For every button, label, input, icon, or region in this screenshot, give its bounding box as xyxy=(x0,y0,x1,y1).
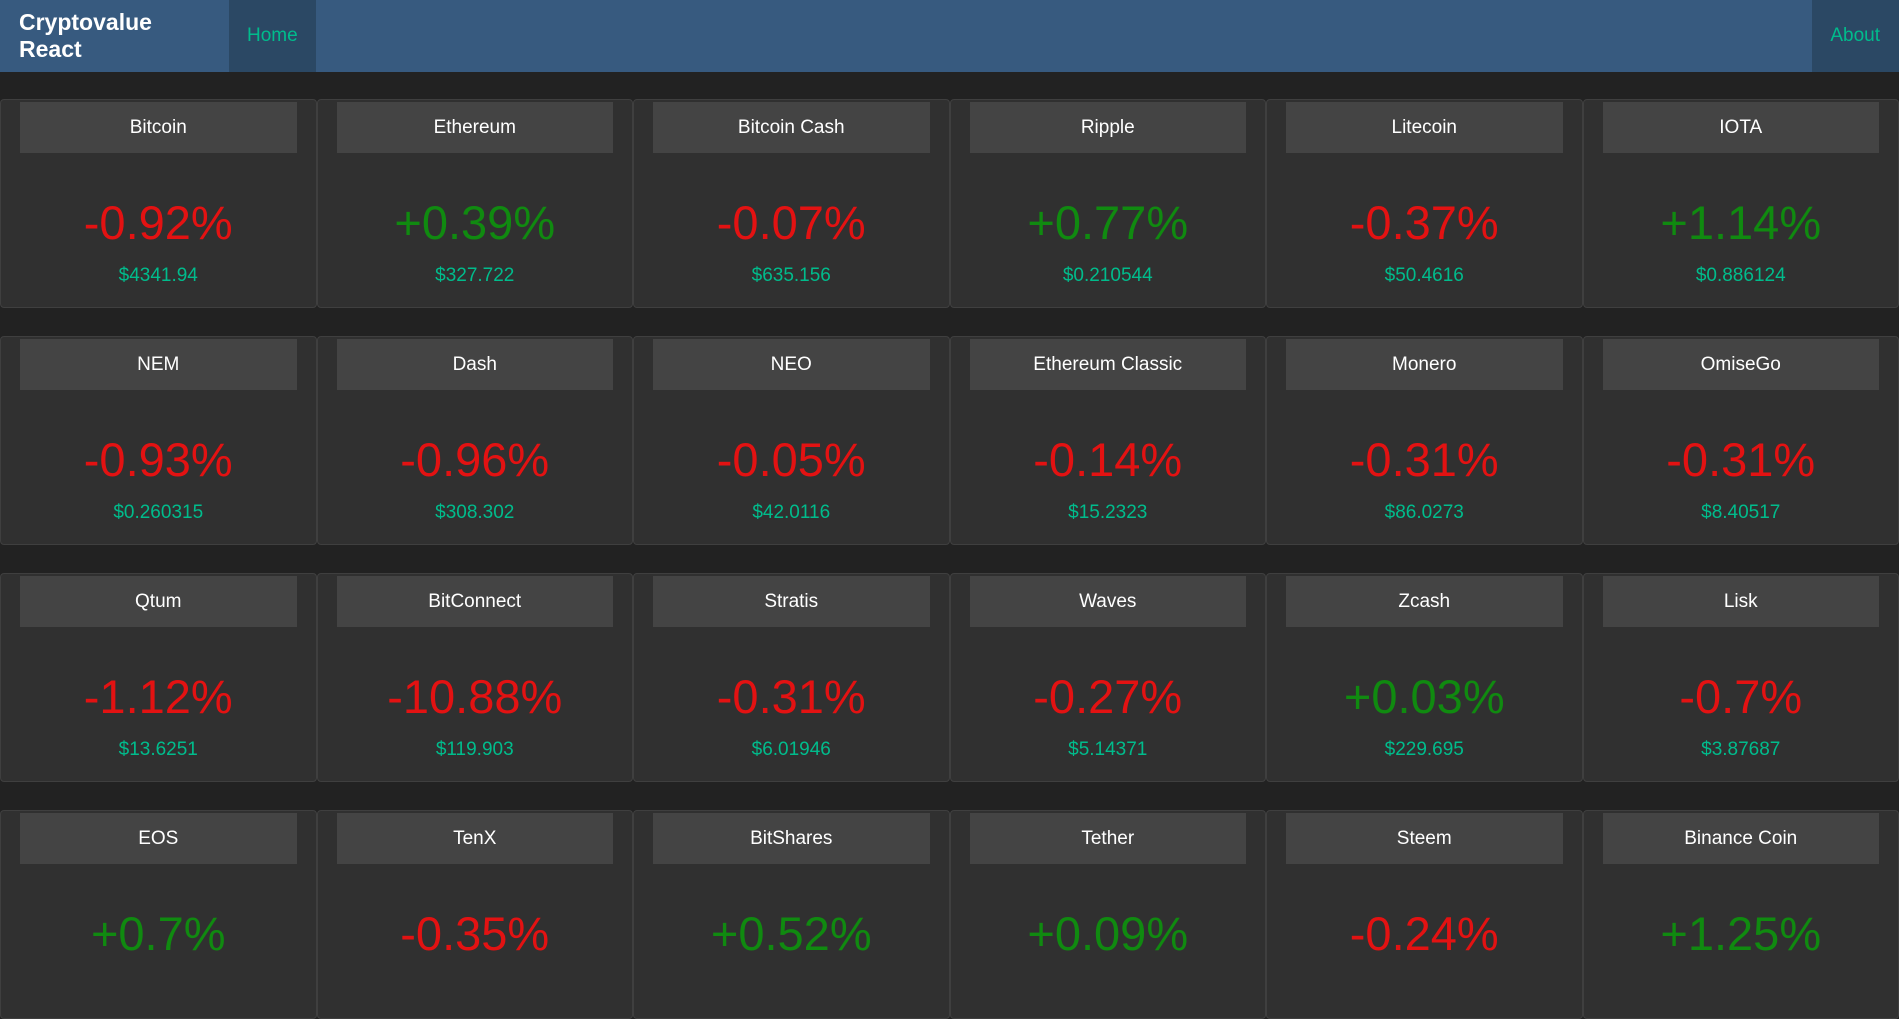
coin-name: Waves xyxy=(970,576,1247,627)
coin-change-percent: +0.09% xyxy=(951,908,1266,960)
coin-change-percent: -0.07% xyxy=(634,197,949,249)
coin-card[interactable]: Steem -0.24% xyxy=(1266,810,1583,1019)
coin-name: NEM xyxy=(20,339,297,390)
coin-change-percent: +0.77% xyxy=(951,197,1266,249)
coin-name: NEO xyxy=(653,339,930,390)
coin-price: $6.01946 xyxy=(634,739,949,761)
coin-card[interactable]: Monero -0.31% $86.0273 xyxy=(1266,336,1583,545)
nav-about-link[interactable]: About xyxy=(1812,0,1899,72)
coin-name: Lisk xyxy=(1603,576,1880,627)
coin-card[interactable]: Qtum -1.12% $13.6251 xyxy=(0,573,317,782)
coin-name: BitShares xyxy=(653,813,930,864)
coin-name: Ethereum Classic xyxy=(970,339,1247,390)
coin-card[interactable]: NEO -0.05% $42.0116 xyxy=(633,336,950,545)
nav-home-link[interactable]: Home xyxy=(229,0,316,72)
coin-card[interactable]: Tether +0.09% xyxy=(950,810,1267,1019)
coin-name: EOS xyxy=(20,813,297,864)
coin-change-percent: -0.37% xyxy=(1267,197,1582,249)
navbar: Cryptovalue React Home About xyxy=(0,0,1899,72)
coin-change-percent: -0.31% xyxy=(1584,434,1899,486)
coin-change-percent: +0.03% xyxy=(1267,671,1582,723)
brand-logo[interactable]: Cryptovalue React xyxy=(0,0,229,72)
coin-card[interactable]: Lisk -0.7% $3.87687 xyxy=(1583,573,1899,782)
coin-change-percent: +0.7% xyxy=(1,908,316,960)
coin-card[interactable]: Dash -0.96% $308.302 xyxy=(317,336,634,545)
coin-change-percent: -0.27% xyxy=(951,671,1266,723)
coin-card[interactable]: Litecoin -0.37% $50.4616 xyxy=(1266,99,1583,308)
coin-card[interactable]: Ethereum Classic -0.14% $15.2323 xyxy=(950,336,1267,545)
coin-change-percent: -0.05% xyxy=(634,434,949,486)
coin-change-percent: -0.14% xyxy=(951,434,1266,486)
coin-grid: Bitcoin -0.92% $4341.94 Ethereum +0.39% … xyxy=(0,99,1899,1019)
coin-name: Dash xyxy=(337,339,614,390)
coin-name: Ethereum xyxy=(337,102,614,153)
coin-change-percent: +0.52% xyxy=(634,908,949,960)
coin-price: $0.886124 xyxy=(1584,265,1899,287)
coin-card[interactable]: Ripple +0.77% $0.210544 xyxy=(950,99,1267,308)
coin-change-percent: +0.39% xyxy=(318,197,633,249)
coin-card[interactable]: IOTA +1.14% $0.886124 xyxy=(1583,99,1899,308)
coin-price: $13.6251 xyxy=(1,739,316,761)
coin-change-percent: -1.12% xyxy=(1,671,316,723)
coin-name: IOTA xyxy=(1603,102,1880,153)
coin-name: OmiseGo xyxy=(1603,339,1880,390)
coin-card[interactable]: Stratis -0.31% $6.01946 xyxy=(633,573,950,782)
coin-card[interactable]: Binance Coin +1.25% xyxy=(1583,810,1899,1019)
coin-name: Bitcoin Cash xyxy=(653,102,930,153)
navbar-spacer xyxy=(316,0,1813,72)
coin-name: Stratis xyxy=(653,576,930,627)
coin-card[interactable]: NEM -0.93% $0.260315 xyxy=(0,336,317,545)
coin-price: $119.903 xyxy=(318,739,633,761)
coin-name: Monero xyxy=(1286,339,1563,390)
coin-price: $86.0273 xyxy=(1267,502,1582,524)
coin-change-percent: -0.31% xyxy=(634,671,949,723)
coin-price: $327.722 xyxy=(318,265,633,287)
coin-price: $3.87687 xyxy=(1584,739,1899,761)
coin-price: $4341.94 xyxy=(1,265,316,287)
coin-card[interactable]: EOS +0.7% xyxy=(0,810,317,1019)
coin-price: $42.0116 xyxy=(634,502,949,524)
coin-card[interactable]: OmiseGo -0.31% $8.40517 xyxy=(1583,336,1899,545)
coin-name: Binance Coin xyxy=(1603,813,1880,864)
coin-name: TenX xyxy=(337,813,614,864)
coin-price: $635.156 xyxy=(634,265,949,287)
coin-change-percent: -0.31% xyxy=(1267,434,1582,486)
coin-price: $8.40517 xyxy=(1584,502,1899,524)
coin-change-percent: -0.92% xyxy=(1,197,316,249)
coin-change-percent: -0.7% xyxy=(1584,671,1899,723)
coin-name: Zcash xyxy=(1286,576,1563,627)
coin-price: $15.2323 xyxy=(951,502,1266,524)
coin-card[interactable]: Bitcoin Cash -0.07% $635.156 xyxy=(633,99,950,308)
coin-price: $50.4616 xyxy=(1267,265,1582,287)
coin-price: $308.302 xyxy=(318,502,633,524)
coin-change-percent: -0.24% xyxy=(1267,908,1582,960)
coin-price: $0.260315 xyxy=(1,502,316,524)
coin-name: Steem xyxy=(1286,813,1563,864)
coin-price: $229.695 xyxy=(1267,739,1582,761)
coin-name: Bitcoin xyxy=(20,102,297,153)
coin-change-percent: +1.14% xyxy=(1584,197,1899,249)
coin-card[interactable]: Waves -0.27% $5.14371 xyxy=(950,573,1267,782)
coin-name: Litecoin xyxy=(1286,102,1563,153)
coin-card[interactable]: BitShares +0.52% xyxy=(633,810,950,1019)
coin-name: Tether xyxy=(970,813,1247,864)
coin-card[interactable]: Ethereum +0.39% $327.722 xyxy=(317,99,634,308)
coin-card[interactable]: BitConnect -10.88% $119.903 xyxy=(317,573,634,782)
coin-name: Ripple xyxy=(970,102,1247,153)
coin-card[interactable]: Bitcoin -0.92% $4341.94 xyxy=(0,99,317,308)
coin-change-percent: -0.96% xyxy=(318,434,633,486)
coin-card[interactable]: Zcash +0.03% $229.695 xyxy=(1266,573,1583,782)
coin-change-percent: -0.35% xyxy=(318,908,633,960)
coin-price: $0.210544 xyxy=(951,265,1266,287)
coin-card[interactable]: TenX -0.35% xyxy=(317,810,634,1019)
coin-change-percent: -10.88% xyxy=(318,671,633,723)
coin-price: $5.14371 xyxy=(951,739,1266,761)
coin-change-percent: -0.93% xyxy=(1,434,316,486)
coin-name: Qtum xyxy=(20,576,297,627)
coin-name: BitConnect xyxy=(337,576,614,627)
coin-change-percent: +1.25% xyxy=(1584,908,1899,960)
